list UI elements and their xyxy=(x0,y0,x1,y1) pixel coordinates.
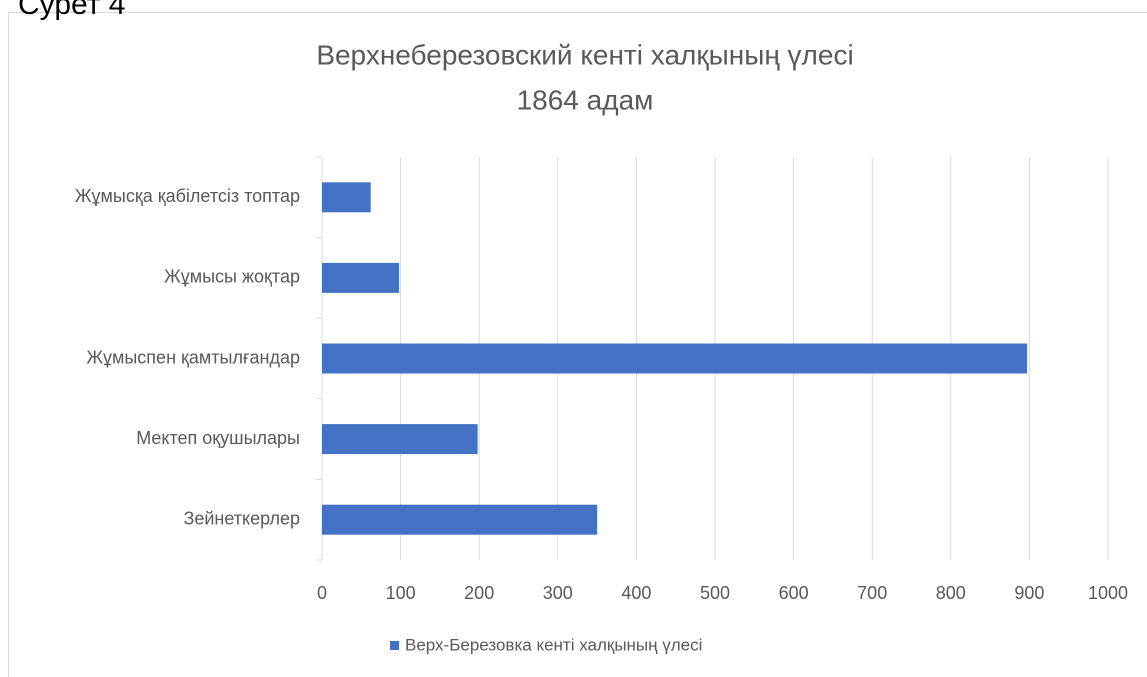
x-tick-label: 100 xyxy=(386,583,416,603)
x-tick-label: 800 xyxy=(936,583,966,603)
bar xyxy=(322,424,478,455)
bar xyxy=(322,262,400,293)
x-tick-label: 600 xyxy=(779,583,809,603)
legend-label: Верх-Березовка кенті халқының үлесі xyxy=(405,635,702,654)
y-tick-label: Жұмысқа қабілетсіз топтар xyxy=(75,186,300,206)
bar xyxy=(322,343,1028,374)
y-tick-label: Мектеп оқушылары xyxy=(136,428,300,448)
x-tick-label: 700 xyxy=(857,583,887,603)
chart-subtitle: 1864 адам xyxy=(517,84,654,115)
legend-swatch xyxy=(390,641,399,650)
x-tick-label: 400 xyxy=(621,583,651,603)
x-tick-label: 200 xyxy=(464,583,494,603)
x-tick-label: 0 xyxy=(317,583,327,603)
chart-title: Верхнеберезовский кенті халқының үлесі xyxy=(316,39,853,70)
y-tick-label: Жұмыспен қамтылғандар xyxy=(86,347,300,367)
y-tick-label: Жұмысы жоқтар xyxy=(164,267,300,287)
y-tick-label: Зейнеткерлер xyxy=(183,508,300,528)
caption: Сурет 4 xyxy=(18,0,125,21)
bar xyxy=(322,182,371,213)
x-tick-label: 1000 xyxy=(1088,583,1128,603)
bar xyxy=(322,504,598,535)
x-tick-label: 500 xyxy=(700,583,730,603)
x-tick-label: 900 xyxy=(1014,583,1044,603)
x-tick-label: 300 xyxy=(543,583,573,603)
